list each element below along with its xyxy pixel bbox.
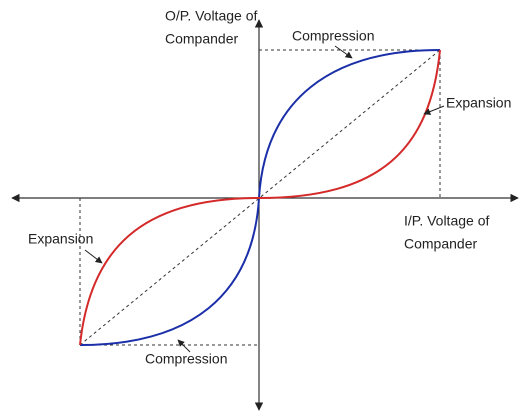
y-axis-label: Compander [165, 31, 238, 47]
expansion-curve [79, 197, 260, 346]
x-axis-label: I/P. Voltage of [404, 213, 489, 229]
curve-label: Compression [145, 351, 227, 367]
expansion-curve [258, 49, 441, 199]
y-axis-label: O/P. Voltage of [165, 8, 257, 24]
label-arrows [84, 45, 445, 353]
curve-label: Expansion [446, 95, 511, 111]
compression-curve [258, 49, 441, 199]
x-axis-label: Compander [404, 236, 477, 252]
guide-lines [79, 49, 441, 346]
curve-label: Expansion [28, 231, 93, 247]
curve-label: Compression [292, 28, 374, 44]
compression-curve [79, 197, 260, 346]
